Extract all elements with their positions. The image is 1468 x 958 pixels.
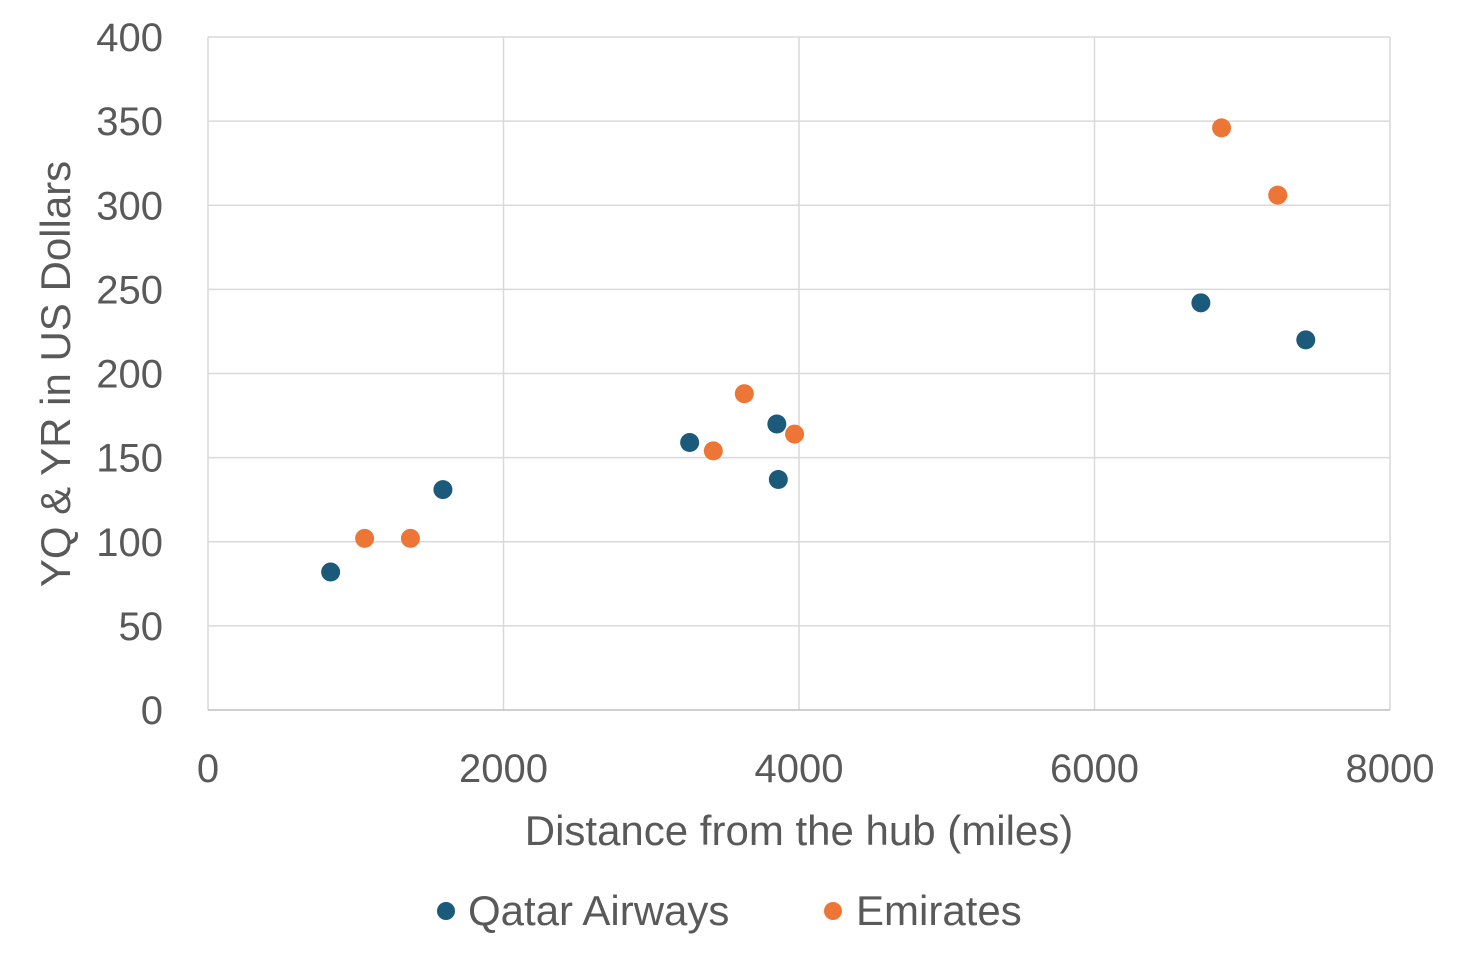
point-qatar-airways — [1296, 330, 1316, 350]
y-tick-label: 150 — [96, 437, 163, 481]
y-tick-label: 50 — [119, 605, 164, 649]
point-emirates — [355, 528, 375, 548]
point-emirates — [785, 424, 805, 444]
point-qatar-airways — [321, 562, 341, 582]
y-tick-label: 250 — [96, 268, 163, 312]
y-tick-label: 350 — [96, 100, 163, 144]
point-emirates — [1212, 118, 1232, 138]
point-qatar-airways — [680, 432, 700, 452]
y-tick-label: 200 — [96, 353, 163, 397]
y-tick-label: 0 — [141, 689, 163, 733]
point-emirates — [703, 441, 723, 461]
x-axis-title: Distance from the hub (miles) — [525, 807, 1074, 854]
x-tick-label: 2000 — [459, 747, 548, 791]
legend-marker-qatar-airways — [437, 902, 455, 920]
x-tick-label: 0 — [197, 747, 219, 791]
point-qatar-airways — [767, 414, 787, 434]
y-tick-label: 400 — [96, 16, 163, 60]
legend-label-qatar-airways: Qatar Airways — [468, 887, 729, 934]
point-qatar-airways — [433, 480, 453, 500]
point-emirates — [1268, 185, 1288, 205]
legend: Qatar Airways Emirates — [437, 887, 1022, 934]
point-emirates — [400, 528, 420, 548]
point-emirates — [734, 384, 754, 404]
data-points — [321, 118, 1316, 582]
legend-label-emirates: Emirates — [856, 887, 1022, 934]
y-tick-label: 100 — [96, 521, 163, 565]
x-tick-label: 6000 — [1050, 747, 1139, 791]
point-qatar-airways — [1191, 293, 1211, 313]
x-tick-label: 8000 — [1346, 747, 1435, 791]
legend-marker-emirates — [824, 902, 842, 920]
y-axis-title: YQ & YR in US Dollars — [32, 161, 79, 587]
y-tick-label: 300 — [96, 184, 163, 228]
grid-lines — [207, 36, 1391, 710]
point-qatar-airways — [768, 469, 788, 489]
x-tick-label: 4000 — [755, 747, 844, 791]
